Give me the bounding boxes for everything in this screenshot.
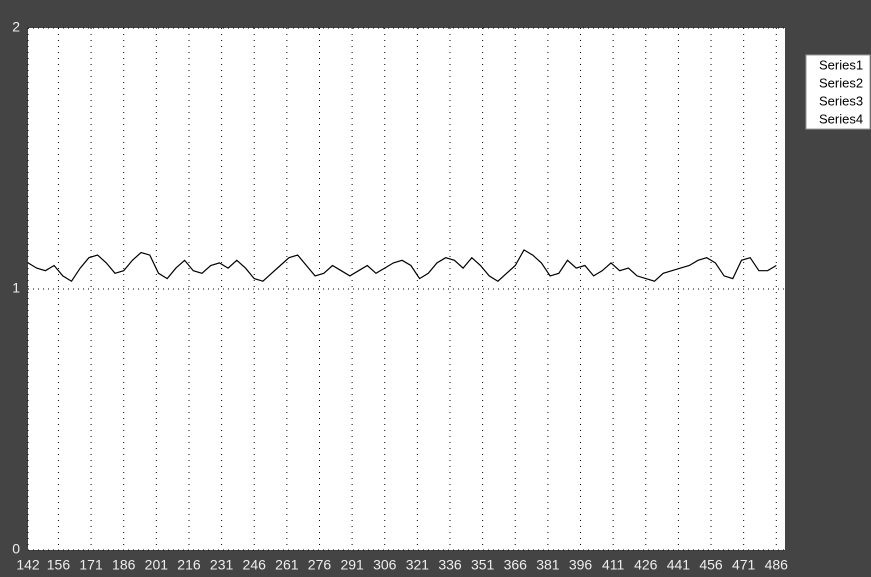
x-tick-label: 156 <box>47 557 71 573</box>
x-tick-label: 486 <box>765 557 789 573</box>
x-tick-label: 411 <box>602 557 625 573</box>
x-tick-label: 351 <box>471 557 495 573</box>
legend-entry: Series1 <box>819 57 863 72</box>
legend-entry: Series2 <box>819 75 863 90</box>
x-tick-label: 396 <box>569 557 593 573</box>
y-tick-label: 1 <box>12 280 20 296</box>
x-tick-label: 186 <box>112 557 136 573</box>
x-tick-label: 336 <box>438 557 462 573</box>
x-tick-label: 142 <box>16 557 40 573</box>
x-tick-label: 366 <box>504 557 528 573</box>
x-tick-label: 171 <box>79 557 103 573</box>
legend-entry: Series3 <box>819 93 863 108</box>
x-tick-label: 231 <box>210 557 234 573</box>
series-line <box>27 249 777 283</box>
x-tick-label: 261 <box>275 557 299 573</box>
plot-area <box>28 28 785 550</box>
x-tick-label: 216 <box>177 557 201 573</box>
y-tick-label: 0 <box>12 541 20 557</box>
x-tick-label: 426 <box>634 557 658 573</box>
x-tick-label: 276 <box>308 557 332 573</box>
x-tick-label: 321 <box>406 557 430 573</box>
legend-entry: Series4 <box>819 111 863 126</box>
x-tick-label: 381 <box>536 557 560 573</box>
x-tick-label: 291 <box>340 557 364 573</box>
x-tick-label: 201 <box>145 557 169 573</box>
x-tick-label: 246 <box>243 557 267 573</box>
x-tick-label: 441 <box>667 557 691 573</box>
x-tick-label: 456 <box>699 557 723 573</box>
legend-box <box>805 54 871 130</box>
x-tick-label: 471 <box>732 557 756 573</box>
x-tick-label: 306 <box>373 557 397 573</box>
y-tick-label: 2 <box>12 19 20 35</box>
